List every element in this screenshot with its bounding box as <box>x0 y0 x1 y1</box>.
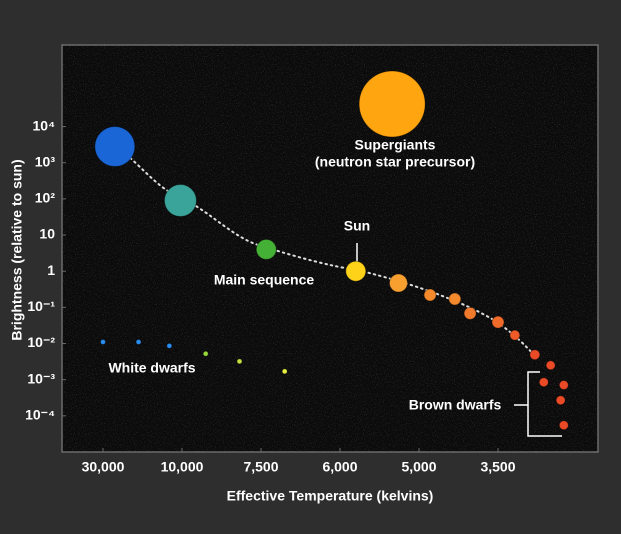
star <box>530 350 540 360</box>
x-tick-label: 7,500 <box>243 459 278 475</box>
y-tick-label: 10² <box>35 190 56 206</box>
star <box>167 343 172 348</box>
y-tick-label: 1 <box>47 262 55 278</box>
star <box>136 340 141 345</box>
chart: Supergiants (neutron star precursor) Sun… <box>0 0 621 534</box>
star <box>510 330 520 340</box>
annotation: (neutron star precursor) <box>315 154 475 170</box>
star <box>559 421 568 430</box>
star-field <box>62 45 598 452</box>
page: Supergiants (neutron star precursor) Sun… <box>0 0 621 534</box>
x-tick-label: 30,000 <box>82 459 125 475</box>
annotation: Main sequence <box>214 272 315 288</box>
annotation: Supergiants <box>355 137 436 153</box>
y-tick-label: 10⁴ <box>33 117 56 133</box>
star <box>282 369 287 374</box>
annotation: White dwarfs <box>108 360 195 376</box>
y-tick-label: 10⁻² <box>27 334 55 350</box>
x-axis-title: Effective Temperature (kelvins) <box>227 488 434 504</box>
star <box>359 71 425 137</box>
x-tick-label: 5,000 <box>401 459 436 475</box>
y-tick-label: 10⁻⁴ <box>25 407 55 423</box>
star <box>424 289 436 301</box>
annotation: Brown dwarfs <box>409 397 502 413</box>
star <box>389 274 407 292</box>
star <box>95 127 135 167</box>
star <box>539 378 548 387</box>
star <box>546 361 555 370</box>
x-tick-label: 10,000 <box>161 459 204 475</box>
y-tick-label: 10 <box>39 226 55 242</box>
y-tick-label: 10⁻¹ <box>27 298 55 314</box>
star <box>492 316 504 328</box>
x-tick-label: 3,500 <box>480 459 515 475</box>
star <box>464 307 476 319</box>
star <box>256 239 276 259</box>
star <box>101 340 106 345</box>
star <box>556 396 565 405</box>
star <box>203 351 208 356</box>
y-axis-title: Brightness (relative to sun) <box>9 159 25 340</box>
star <box>164 185 196 217</box>
y-tick-label: 10³ <box>35 153 56 169</box>
star <box>559 381 568 390</box>
y-tick-label: 10⁻³ <box>27 370 55 386</box>
star <box>346 261 366 281</box>
star <box>449 293 461 305</box>
annotation: Sun <box>344 218 370 234</box>
star <box>237 359 242 364</box>
x-tick-label: 6,000 <box>322 459 357 475</box>
